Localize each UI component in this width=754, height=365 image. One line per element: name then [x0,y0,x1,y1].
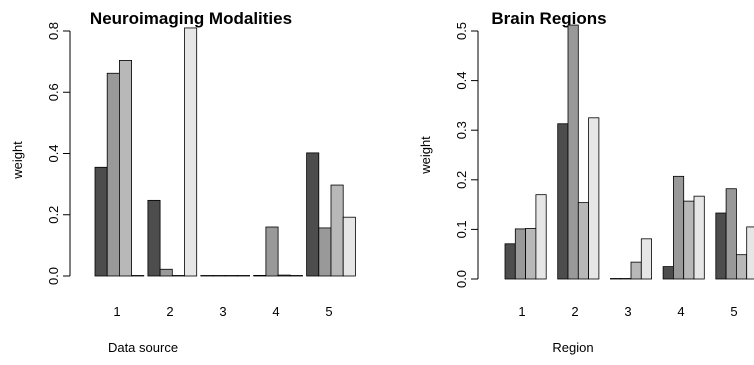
x-tick-label: 2 [166,304,173,319]
bar [525,228,537,280]
bars [504,24,754,280]
bar [159,268,173,277]
bar [683,200,695,280]
bar [212,275,226,277]
bar [610,278,622,280]
bar [253,274,267,277]
x-tick-label: 1 [113,304,120,319]
x-tick-label: 3 [624,304,631,319]
bar [131,275,145,277]
bar [715,212,727,280]
x-tick-labels: 123456 [518,304,737,319]
y-tick-label: 0.2 [454,171,469,189]
y-axis-label: weight [10,141,25,180]
chart-neuroimaging-modalities: Neuroimaging Modalities Data source weig… [10,9,356,355]
y-tick-label: 0.8 [46,22,61,40]
y-tick-label: 0.2 [46,206,61,224]
bar [557,123,569,280]
y-tick-label: 0.5 [454,22,469,40]
bar [94,166,108,277]
bar [514,228,526,280]
bars [94,27,356,277]
bar [567,24,579,280]
y-tick-label: 0.3 [454,121,469,139]
x-tick-label: 5 [325,304,332,319]
bar [725,188,737,280]
bar [306,152,320,277]
bar [236,275,250,277]
x-tick-label: 5 [730,304,737,319]
bar [504,243,516,280]
y-tick-label: 0.0 [454,270,469,288]
bar [693,195,705,280]
bar [746,226,754,280]
bar [342,216,356,277]
bar [577,202,589,280]
bar [224,275,238,277]
y-tick-label: 0.4 [46,144,61,162]
y-tick-label: 0.6 [46,83,61,101]
x-tick-labels: 1 2 3 4 5 [113,304,332,319]
x-tick-label: 3 [219,304,226,319]
bar [106,72,120,277]
y-tick-label: 0.4 [454,72,469,90]
x-tick-label: 4 [272,304,279,319]
bar [736,254,748,280]
bar [171,275,185,277]
bar [147,199,161,277]
bar [620,278,632,280]
bar [588,117,600,280]
bar [630,261,642,280]
bar [640,238,652,280]
x-tick-label: 1 [518,304,525,319]
bar [277,274,291,277]
y-tick-label: 0.1 [454,220,469,238]
chart-brain-regions: Brain Regions Region weight 0.0 0.1 0.2 0.3… [418,9,754,355]
x-axis-label: Data source [108,340,178,355]
y-axis-label: weight [418,136,433,175]
chart-title: Brain Regions [491,9,606,28]
bar [265,226,279,277]
bar [200,275,214,277]
bar [330,184,344,277]
bar [119,60,133,277]
bar [535,194,547,280]
y-axis: 0.0 0.2 0.4 0.6 0.8 [46,22,71,285]
bar [318,227,332,277]
bar [289,275,303,277]
y-tick-label: 0.0 [46,267,61,285]
bar [673,175,685,280]
bar [184,27,198,277]
x-tick-label: 2 [571,304,578,319]
x-tick-label: 4 [677,304,684,319]
x-axis-label: Region [552,340,593,355]
chart-title: Neuroimaging Modalities [90,9,292,28]
bar [662,266,674,280]
y-axis: 0.0 0.1 0.2 0.3 0.4 0.5 [454,22,479,288]
